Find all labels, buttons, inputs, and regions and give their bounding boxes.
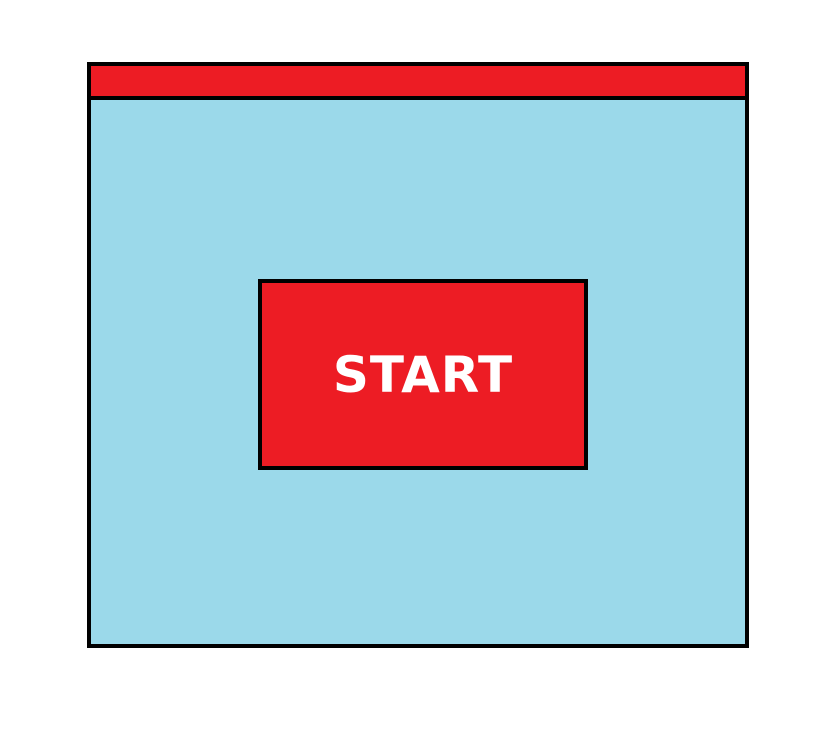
window-titlebar[interactable] bbox=[91, 66, 745, 100]
app-window: START bbox=[87, 62, 749, 648]
window-content: START bbox=[91, 100, 745, 644]
start-button-label: START bbox=[332, 345, 514, 404]
start-button[interactable]: START bbox=[258, 279, 588, 470]
